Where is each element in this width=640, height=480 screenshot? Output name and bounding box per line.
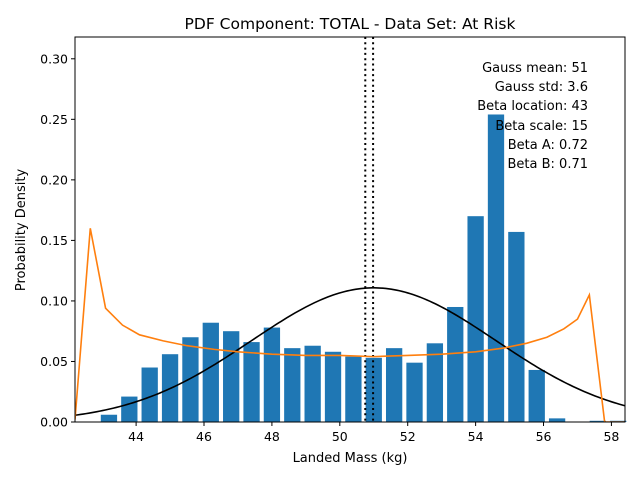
x-tick-label: 46 xyxy=(196,429,212,444)
histogram-bar xyxy=(447,306,464,422)
beta-curve xyxy=(75,228,625,422)
histogram-bar xyxy=(100,414,118,422)
histogram-bar xyxy=(589,420,606,422)
histogram-bar xyxy=(304,345,321,422)
y-tick-label: 0.00 xyxy=(40,415,68,430)
histogram-bar xyxy=(406,362,423,422)
histogram-bar xyxy=(202,322,219,422)
stat-beta-b: Beta B: 0.71 xyxy=(508,157,589,172)
y-axis-ticks: 0.00 0.05 0.10 0.15 0.20 0.25 0.30 xyxy=(40,51,75,430)
x-tick-label: 52 xyxy=(400,429,416,444)
plot-frame xyxy=(74,36,626,423)
histogram-bar xyxy=(345,356,362,422)
stats-box: Gauss mean: 51 Gauss std: 3.6 Beta locat… xyxy=(477,61,588,172)
chart-title: PDF Component: TOTAL - Data Set: At Risk xyxy=(185,15,516,33)
reference-lines xyxy=(364,37,375,422)
histogram-bar xyxy=(385,348,403,422)
x-tick-label: 56 xyxy=(536,429,552,444)
stat-beta-location: Beta location: 43 xyxy=(477,99,588,114)
histogram-bar xyxy=(365,357,382,422)
histogram-bar xyxy=(528,369,545,422)
y-tick-label: 0.25 xyxy=(40,112,68,127)
stat-beta-scale: Beta scale: 15 xyxy=(495,119,588,134)
x-tick-label: 58 xyxy=(603,429,619,444)
y-tick-label: 0.15 xyxy=(40,233,68,248)
stat-beta-a: Beta A: 0.72 xyxy=(508,138,588,153)
x-axis-ticks: 44 46 48 50 52 54 56 58 xyxy=(128,422,619,444)
y-tick-label: 0.20 xyxy=(40,172,68,187)
x-tick-label: 54 xyxy=(468,429,484,444)
histogram-bar xyxy=(223,331,240,422)
x-tick-label: 48 xyxy=(264,429,280,444)
histogram-bar xyxy=(263,327,281,422)
histogram-bar xyxy=(121,396,138,422)
histogram-bar xyxy=(243,342,260,422)
fitted-curves xyxy=(75,228,625,422)
x-tick-label: 44 xyxy=(128,429,144,444)
histogram-bar xyxy=(141,367,158,422)
histogram-bar xyxy=(508,231,525,422)
histogram-bar xyxy=(548,418,566,422)
histogram-bar xyxy=(467,216,484,422)
stat-gauss-mean: Gauss mean: 51 xyxy=(482,61,588,76)
gauss-curve xyxy=(75,287,625,417)
y-axis-label: Probability Density xyxy=(14,169,29,292)
histogram-bar xyxy=(426,343,444,422)
histogram-bar xyxy=(487,114,505,422)
histogram-bar xyxy=(182,337,199,422)
histogram-bars xyxy=(100,114,627,422)
stat-gauss-std: Gauss std: 3.6 xyxy=(495,80,588,95)
y-tick-label: 0.30 xyxy=(40,51,68,66)
y-tick-label: 0.10 xyxy=(40,293,68,308)
x-axis-label: Landed Mass (kg) xyxy=(293,451,408,466)
histogram-bar xyxy=(284,348,301,422)
y-tick-label: 0.05 xyxy=(40,354,68,369)
x-tick-label: 50 xyxy=(332,429,348,444)
histogram-bar xyxy=(324,351,342,422)
